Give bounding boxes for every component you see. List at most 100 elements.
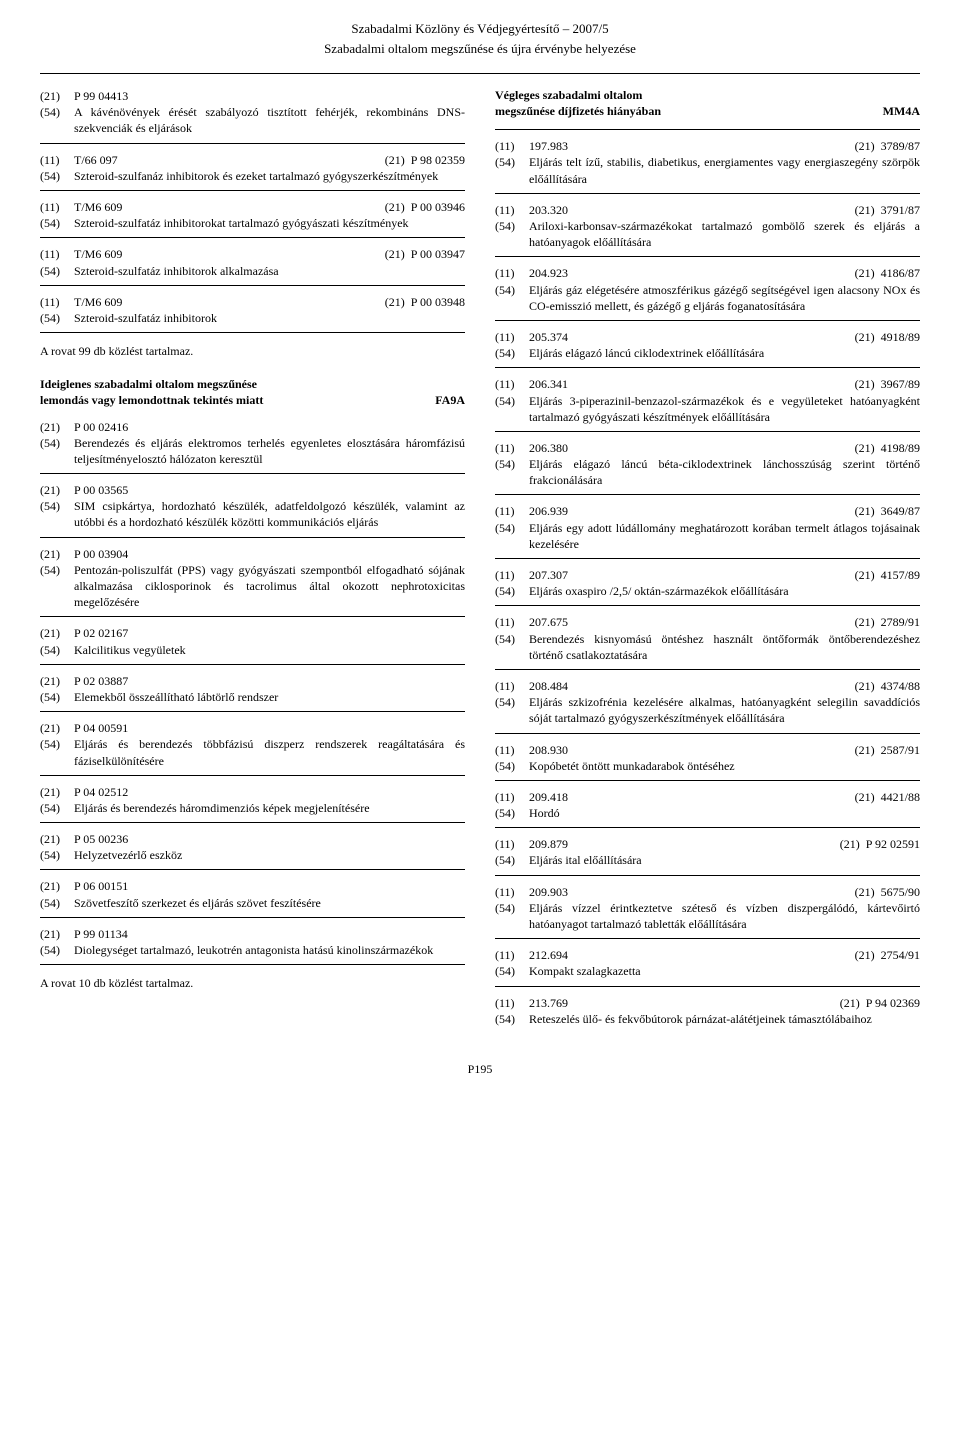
codes-mid: 206.939(21) 3649/87 [529, 503, 920, 519]
code: (21) [40, 546, 74, 562]
code: (54) [40, 736, 74, 768]
separator [495, 193, 920, 194]
value-right: (21) 5675/90 [855, 884, 920, 900]
value-right: (21) 3649/87 [855, 503, 920, 519]
codes-mid: 208.484(21) 4374/88 [529, 678, 920, 694]
value: P 00 02416 [74, 419, 164, 435]
codes-mid: 208.930(21) 2587/91 [529, 742, 920, 758]
code: (11) [495, 947, 529, 963]
code: (21) [40, 784, 74, 800]
entry-code-row: (11)T/M6 609(21) P 00 03948 [40, 294, 465, 310]
section-header-mm4a: Végleges szabadalmi oltalom megszűnése d… [495, 88, 920, 119]
code: (54) [40, 215, 74, 231]
entry-code-row: (11)T/66 097(21) P 98 02359 [40, 152, 465, 168]
entry-code-row: (11)209.418(21) 4421/88 [495, 789, 920, 805]
value: 206.341 [529, 376, 619, 392]
entry-code-row: (21)P 04 02512 [40, 784, 465, 800]
entry: (21)P 06 00151(54)Szövetfeszítő szerkeze… [40, 878, 465, 910]
value: 212.694 [529, 947, 619, 963]
left-column: (21)P 99 04413(54)A kávénövények érését … [40, 88, 465, 1031]
codes-mid: 207.675(21) 2789/91 [529, 614, 920, 630]
entry-desc-row: (54)Pentozán-poliszulfát (PPS) vagy gyóg… [40, 562, 465, 611]
codes-mid: P 00 03565 [74, 482, 465, 498]
separator [40, 285, 465, 286]
entry-code-row: (21)P 06 00151 [40, 878, 465, 894]
entry-list-left-b: (21) P 00 02416 (54) Berendezés és eljárás … [40, 419, 465, 959]
value: P 04 02512 [74, 784, 164, 800]
description: Eljárás és berendezés többfázisú diszper… [74, 736, 465, 768]
value: 207.307 [529, 567, 619, 583]
entry: (11)T/M6 609(21) P 00 03947(54)Szteroid-… [40, 246, 465, 278]
section-line-1: Ideiglenes szabadalmi oltalom megszűnése [40, 377, 425, 393]
description: Szteroid-szulfatáz inhibitorok [74, 310, 217, 326]
code: (54) [40, 168, 74, 184]
description: Szteroid-szulfanáz inhibitorok és ezeket… [74, 168, 438, 184]
value-right: (21) 2789/91 [855, 614, 920, 630]
separator [40, 711, 465, 712]
value: P 99 01134 [74, 926, 164, 942]
section-line-2: lemondás vagy lemondottnak tekintés miat… [40, 393, 425, 409]
separator [40, 964, 465, 965]
codes-mid: 197.983(21) 3789/87 [529, 138, 920, 154]
entry-code-row: (11)205.374(21) 4918/89 [495, 329, 920, 345]
value: P 02 02167 [74, 625, 164, 641]
section-line-1: Végleges szabadalmi oltalom [495, 88, 873, 104]
codes-mid: 203.320(21) 3791/87 [529, 202, 920, 218]
description: Helyzetvezérlő eszköz [74, 847, 182, 863]
code: (54) [40, 800, 74, 816]
code: (11) [495, 376, 529, 392]
description: Eljárás telt ízű, stabilis, diabetikus, … [529, 154, 920, 186]
entry-code-row: (21)P 99 04413 [40, 88, 465, 104]
entry-desc-row: (54)Eljárás telt ízű, stabilis, diabetik… [495, 154, 920, 186]
codes-mid: 213.769(21) P 94 02369 [529, 995, 920, 1011]
value-right: (21) P 00 03948 [385, 294, 465, 310]
description: Berendezés és eljárás elektromos terhelé… [74, 435, 465, 467]
entry-code-row: (11)209.903(21) 5675/90 [495, 884, 920, 900]
code: (54) [495, 852, 529, 868]
value: 209.879 [529, 836, 619, 852]
entry-code-row: (11)206.939(21) 3649/87 [495, 503, 920, 519]
code: (54) [40, 642, 74, 658]
codes-mid: 209.418(21) 4421/88 [529, 789, 920, 805]
entry-code-row: (21)P 02 03887 [40, 673, 465, 689]
entry-code-row: (11)207.307(21) 4157/89 [495, 567, 920, 583]
code: (54) [495, 520, 529, 552]
value: 205.374 [529, 329, 619, 345]
entry-desc-row: (54)Kompakt szalagkazetta [495, 963, 920, 979]
value: 203.320 [529, 202, 619, 218]
code: (54) [495, 631, 529, 663]
section-code: MM4A [883, 103, 920, 119]
entry-code-row: (11)T/M6 609(21) P 00 03947 [40, 246, 465, 262]
code: (54) [495, 758, 529, 774]
section-code: FA9A [435, 392, 465, 408]
entry: (21)P 00 02416(54)Berendezés és eljárás … [40, 419, 465, 468]
entry-desc-row: (54)Eljárás elágazó láncú ciklodextrinek… [495, 345, 920, 361]
entry-code-row: (21)P 00 03904 [40, 546, 465, 562]
separator [495, 431, 920, 432]
value-right: (21) P 98 02359 [385, 152, 465, 168]
entry-desc-row: (54)Eljárás vízzel érintkeztetve széteső… [495, 900, 920, 932]
value-right: (21) 4421/88 [855, 789, 920, 805]
entry-desc-row: (54)Szteroid-szulfatáz inhibitorokat tar… [40, 215, 465, 231]
entry-code-row: (11)213.769(21) P 94 02369 [495, 995, 920, 1011]
entry: (11)203.320(21) 3791/87(54)Ariloxi-karbo… [495, 202, 920, 251]
code: (21) [40, 878, 74, 894]
columns: (21)P 99 04413(54)A kávénövények érését … [40, 88, 920, 1031]
code: (11) [495, 202, 529, 218]
description: Eljárás 3-piperazinil-benzazol-származék… [529, 393, 920, 425]
separator [495, 367, 920, 368]
entry: (11)208.484(21) 4374/88(54)Eljárás szkiz… [495, 678, 920, 727]
code: (21) [40, 88, 74, 104]
value: 208.484 [529, 678, 619, 694]
description: Ariloxi-karbonsav-származékokat tartalma… [529, 218, 920, 250]
entry-code-row: (11)206.341(21) 3967/89 [495, 376, 920, 392]
description: Eljárás gáz elégetésére atmoszférikus gá… [529, 282, 920, 314]
value-right: (21) 4198/89 [855, 440, 920, 456]
entry-desc-row: (54)Eljárás szkizofrénia kezelésére alka… [495, 694, 920, 726]
entry: (11)208.930(21) 2587/91(54)Kopóbetét önt… [495, 742, 920, 774]
separator [40, 822, 465, 823]
codes-mid: P 02 03887 [74, 673, 465, 689]
separator [40, 190, 465, 191]
codes-mid: P 05 00236 [74, 831, 465, 847]
entry-desc-row: (54)Eljárás egy adott lúdállomány meghat… [495, 520, 920, 552]
